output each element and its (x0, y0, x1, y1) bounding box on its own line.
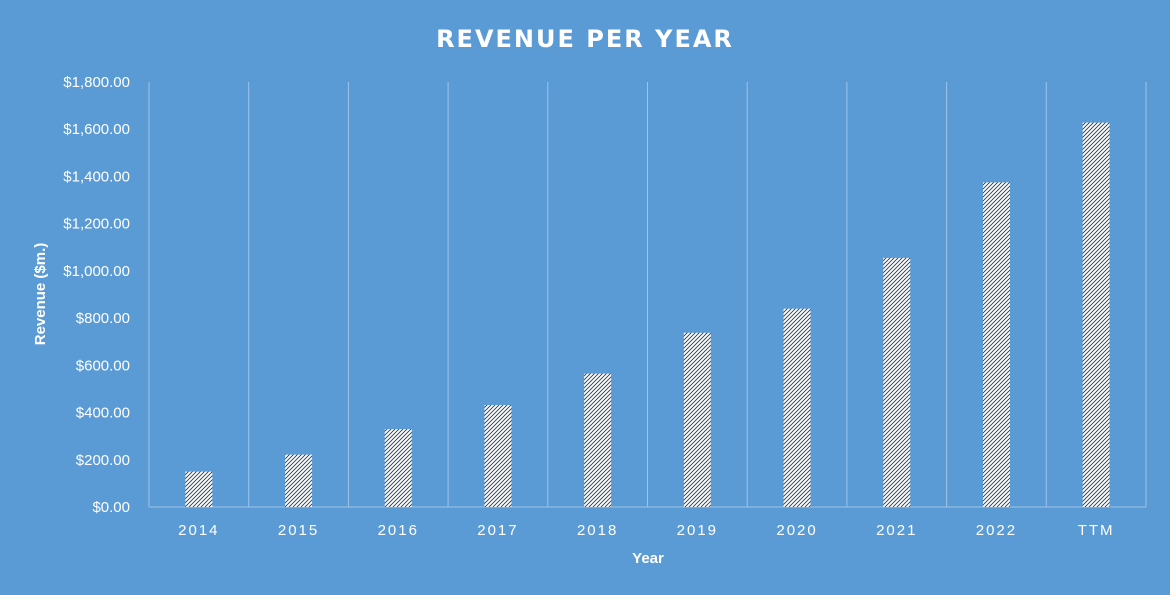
bar-ttm (1082, 122, 1110, 507)
x-tick-label: 2017 (477, 522, 518, 539)
x-tick-label: 2019 (677, 522, 718, 539)
bar-2019 (683, 332, 711, 507)
bars (185, 122, 1110, 507)
grid-lines (148, 82, 1147, 507)
bar-2016 (384, 429, 412, 507)
y-tick-label: $200.00 (76, 452, 130, 469)
bar-2020 (783, 308, 811, 507)
y-tick-label: $600.00 (76, 357, 130, 374)
bar-2018 (584, 373, 612, 507)
bar-2014 (185, 471, 213, 507)
bar-2017 (484, 405, 512, 507)
x-tick-label: 2015 (278, 522, 319, 539)
x-tick-label: 2021 (876, 522, 917, 539)
bar-2021 (883, 257, 911, 507)
y-tick-label: $400.00 (76, 405, 130, 422)
x-tick-label: 2014 (178, 522, 219, 539)
x-tick-label: 2022 (976, 522, 1017, 539)
y-tick-label: $800.00 (76, 310, 130, 327)
y-tick-label: $1,600.00 (63, 121, 130, 138)
bar-2015 (285, 454, 313, 507)
x-tick-label: 2018 (577, 522, 618, 539)
y-tick-label: $1,400.00 (63, 168, 130, 185)
x-tick-label: 2020 (776, 522, 817, 539)
x-tick-label: 2016 (378, 522, 419, 539)
y-tick-labels: $0.00 $200.00 $400.00 $600.00 $800.00 $1,000.… (63, 74, 130, 516)
y-tick-label: $1,800.00 (63, 74, 130, 91)
x-tick-label: TTM (1078, 522, 1115, 539)
bar-2022 (982, 182, 1010, 507)
x-tick-labels: 2014 2015 2016 2017 2018 2019 2020 2021 2022 TTM (178, 522, 1115, 539)
y-tick-label: $0.00 (92, 499, 130, 516)
x-axis-label: Year (632, 550, 664, 567)
y-tick-label: $1,200.00 (63, 216, 130, 233)
y-tick-label: $1,000.00 (63, 263, 130, 280)
chart-title: REVENUE PER YEAR (436, 25, 734, 53)
y-axis-label: Revenue ($m.) (32, 243, 49, 346)
